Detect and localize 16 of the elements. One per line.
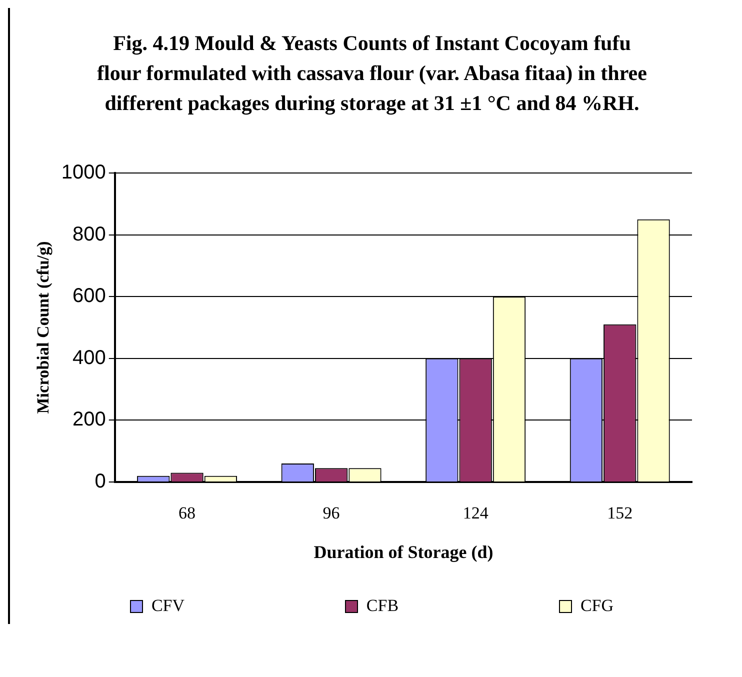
- x-tick-label: 124: [462, 504, 489, 523]
- y-tick-label: 600: [72, 285, 106, 308]
- legend-label: CFB: [366, 596, 399, 616]
- legend-label: CFG: [580, 596, 614, 616]
- x-axis-title: Duration of Storage (d): [314, 542, 494, 562]
- legend-label: CFV: [151, 596, 185, 616]
- y-tick-label: 400: [72, 346, 106, 369]
- y-tick-label: 1000: [61, 162, 106, 184]
- y-tick-label: 800: [72, 223, 106, 246]
- y-tick-label: 200: [72, 408, 106, 431]
- x-tick-label: 68: [178, 504, 196, 523]
- y-axis-title: Microbial Count (cfu/g): [34, 241, 53, 414]
- y-tick-label: 0: [94, 470, 106, 493]
- chart-title: Fig. 4.19 Mould & Yeasts Counts of Instant Cocoyam fufu flour formulated with cassava flour (var. Abasa fitaa) in three different packages during storage at 31 ±1 °C and 84 %RH.: [96, 30, 648, 117]
- x-tick-label: 96: [322, 504, 340, 523]
- x-tick-label: 152: [607, 504, 633, 523]
